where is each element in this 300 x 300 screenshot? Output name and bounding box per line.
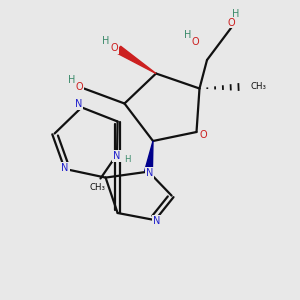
Text: H: H bbox=[124, 155, 131, 164]
Text: H: H bbox=[102, 36, 110, 46]
Text: H: H bbox=[68, 75, 75, 85]
Text: N: N bbox=[61, 163, 69, 173]
Text: CH₃: CH₃ bbox=[250, 82, 266, 91]
Text: N: N bbox=[153, 216, 160, 226]
Text: N: N bbox=[146, 168, 153, 178]
Polygon shape bbox=[145, 141, 153, 172]
Text: N: N bbox=[113, 151, 121, 161]
Polygon shape bbox=[116, 46, 156, 74]
Text: O: O bbox=[199, 130, 207, 140]
Text: CH₃: CH₃ bbox=[89, 183, 106, 192]
Text: O: O bbox=[192, 37, 200, 47]
Text: O: O bbox=[110, 43, 118, 53]
Text: O: O bbox=[228, 17, 236, 28]
Text: O: O bbox=[76, 82, 83, 92]
Text: N: N bbox=[75, 99, 82, 110]
Text: H: H bbox=[232, 8, 239, 19]
Text: H: H bbox=[184, 30, 191, 40]
